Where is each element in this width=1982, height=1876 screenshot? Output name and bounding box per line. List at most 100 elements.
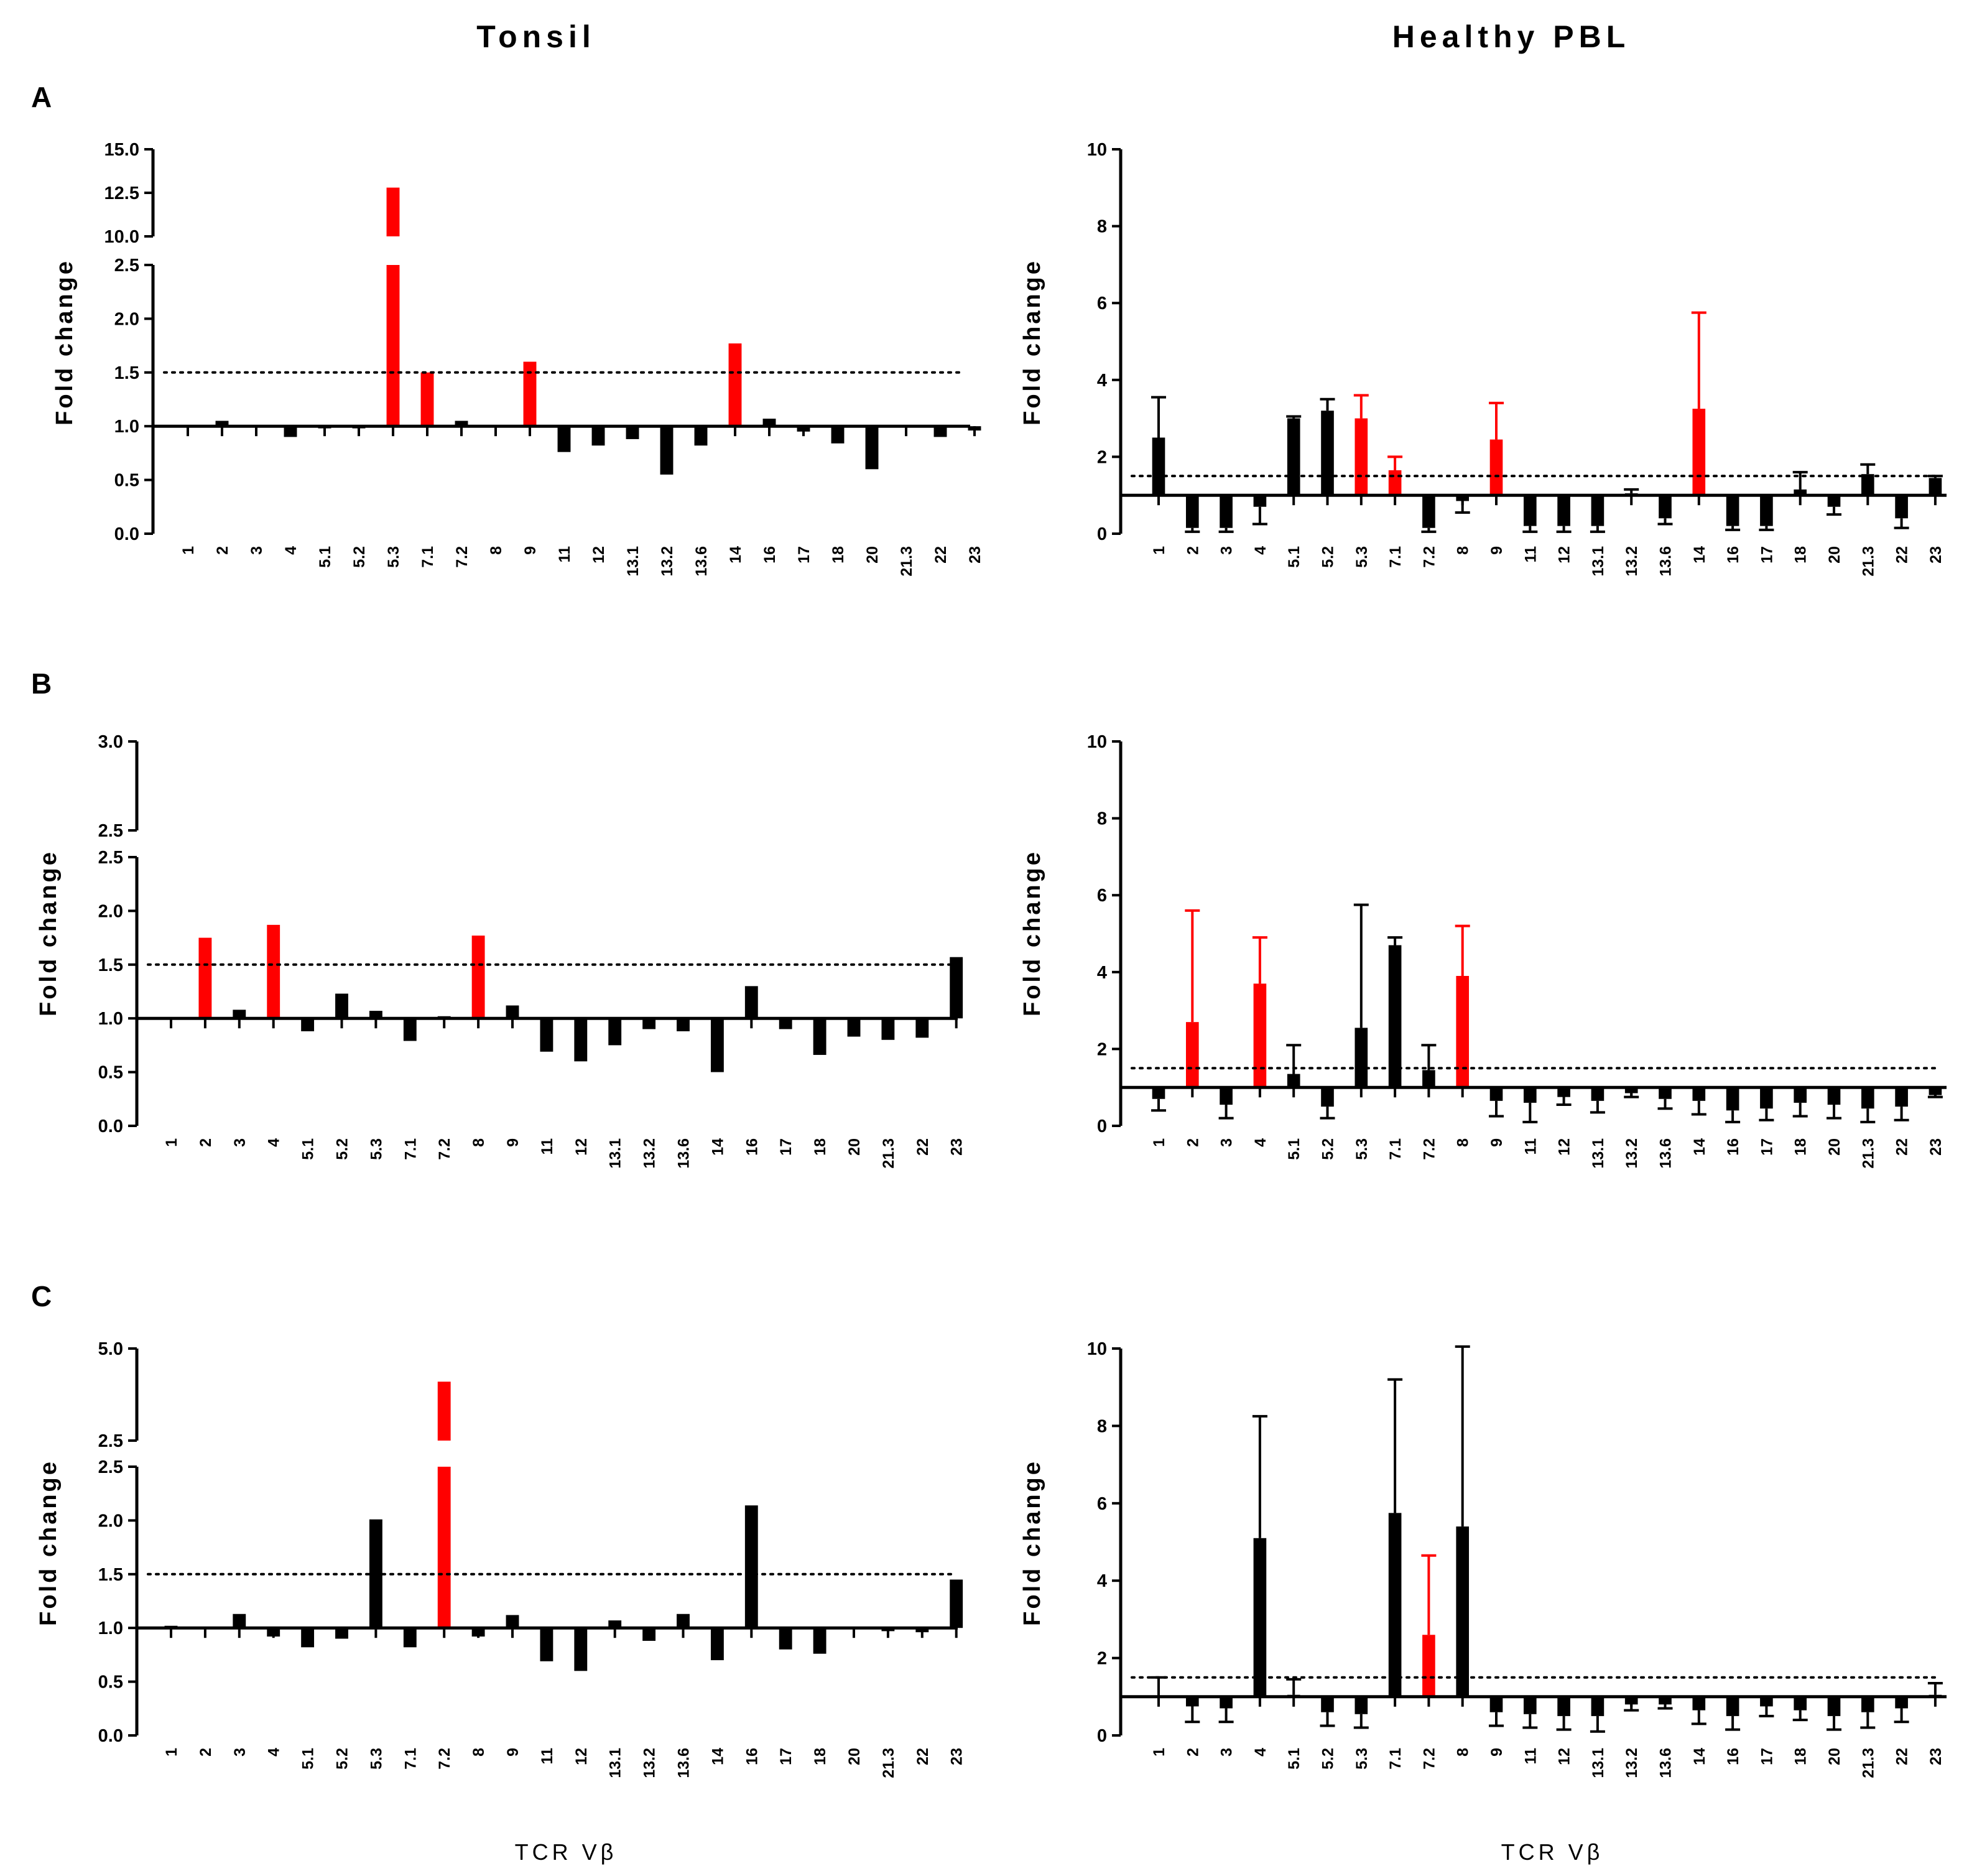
- x-tick-label: 13.1: [1590, 1138, 1607, 1169]
- x-tick-label: 1: [1151, 1138, 1168, 1147]
- x-tick-label: 7.2: [436, 1748, 453, 1770]
- bar-11: [557, 426, 571, 452]
- bar-12: [574, 1018, 588, 1062]
- x-tick-label: 1: [163, 1748, 180, 1757]
- y-axis-label: Fold change: [1019, 259, 1045, 425]
- x-tick-label: 11: [539, 1748, 556, 1765]
- y-tick-label: 1.0: [98, 1618, 123, 1638]
- x-tick-label: 22: [1894, 1138, 1911, 1156]
- bar-20: [865, 426, 879, 470]
- bar-7.2: [1422, 1070, 1435, 1088]
- x-tick-label: 2: [1184, 546, 1202, 555]
- y-tick-label: 8: [1097, 217, 1107, 237]
- chart-A-tonsil: 0.0 0.5 1.0 1.5 2.0 2.5 10.0 12.5 15.0 Fold chang…: [52, 140, 984, 577]
- bar-2: [215, 420, 229, 427]
- y-tick-label: 1.5: [114, 363, 139, 383]
- x-tick-label: 17: [1758, 1138, 1776, 1156]
- bar-7.1: [403, 1018, 417, 1041]
- x-tick-label: 4: [282, 546, 300, 555]
- bar-8: [471, 936, 485, 1019]
- bar-3: [233, 1614, 246, 1628]
- x-tick-label: 16: [1725, 546, 1742, 564]
- y-tick-label: 3.0: [98, 732, 123, 752]
- x-tick-label: 5.2: [334, 1748, 351, 1770]
- x-tick-label: 22: [914, 1748, 932, 1765]
- x-tick-label: 11: [1522, 1748, 1539, 1765]
- x-tick-label: 7.1: [402, 1748, 419, 1770]
- x-tick-label: 13.1: [607, 1138, 624, 1169]
- x-tick-label: 11: [539, 1138, 556, 1155]
- y-tick-label: 2.0: [98, 901, 123, 921]
- y-tick-label: 2.5: [98, 1457, 123, 1477]
- bar-7.1: [1388, 945, 1402, 1088]
- x-tick-label: 23: [1927, 546, 1945, 564]
- x-tick-label: 7.1: [1387, 546, 1404, 568]
- x-tick-label: 7.2: [453, 546, 471, 568]
- y-tick-label: 0: [1097, 1726, 1107, 1746]
- y-tick-label: 2.5: [98, 848, 123, 868]
- x-tick-label: 12: [1556, 546, 1573, 564]
- x-tick-label: 23: [948, 1138, 966, 1156]
- x-tick-label: 18: [812, 1748, 829, 1765]
- bar-7.2: [455, 420, 468, 427]
- x-tick-label: 23: [1927, 1748, 1945, 1765]
- bar-23: [950, 1579, 963, 1628]
- y-tick-label: 5.0: [98, 1339, 123, 1359]
- x-tick-label: 13.2: [1623, 1748, 1641, 1778]
- x-tick-label: 1: [163, 1138, 180, 1147]
- bar-9: [523, 361, 537, 427]
- y-tick-label: 15.0: [104, 140, 139, 160]
- x-tick-label: 5.1: [1285, 546, 1303, 568]
- x-tick-label: 7.2: [436, 1138, 453, 1160]
- x-tick-label: 23: [948, 1748, 966, 1765]
- y-tick-label: 10.0: [104, 227, 139, 247]
- bar-16: [1726, 495, 1739, 526]
- x-tick-label: 20: [864, 546, 881, 564]
- x-tick-label: 4: [266, 1748, 283, 1757]
- y-tick-label: 0.5: [114, 471, 139, 491]
- bar-16: [1726, 1087, 1739, 1111]
- x-tick-label: 5.2: [1320, 1138, 1337, 1160]
- y-tick-label: 2.5: [98, 1431, 123, 1451]
- panel-label-a: A: [31, 81, 52, 113]
- y-tick-label: 2: [1097, 447, 1107, 467]
- y-tick-label: 4: [1097, 1571, 1107, 1591]
- y-tick-label: 0.5: [98, 1063, 123, 1083]
- x-tick-label: 20: [846, 1138, 863, 1156]
- x-tick-label: 2: [197, 1138, 215, 1147]
- x-tick-label: 5.3: [385, 546, 402, 568]
- bar-7.1: [1388, 470, 1402, 496]
- x-tick-label: 7.1: [1387, 1748, 1404, 1770]
- x-tick-label: 8: [1455, 1748, 1472, 1757]
- panel-label-c: C: [31, 1280, 52, 1312]
- x-tick-label: 11: [1522, 546, 1539, 563]
- bar-14: [728, 343, 742, 427]
- x-tick-label: 13.6: [1657, 546, 1675, 577]
- x-tick-label: 13.6: [1657, 1138, 1675, 1169]
- x-tick-label: 9: [1488, 1138, 1506, 1147]
- x-tick-label: 18: [1792, 1138, 1810, 1156]
- x-tick-label: 21.3: [1859, 546, 1877, 577]
- bar-5.2: [1321, 411, 1334, 496]
- bar-23: [950, 957, 963, 1019]
- x-tick-label: 14: [709, 1748, 726, 1765]
- x-tick-label: 20: [1826, 1138, 1843, 1156]
- bar-17: [779, 1628, 792, 1650]
- x-tick-label: 14: [1691, 546, 1708, 564]
- bar-5.1: [1287, 1074, 1300, 1088]
- y-tick-label: 2: [1097, 1039, 1107, 1059]
- bar-11: [540, 1628, 553, 1661]
- x-tick-label: 12: [1556, 1138, 1573, 1156]
- column-title-tonsil: Tonsil: [476, 19, 596, 54]
- x-tick-label: 12: [573, 1138, 590, 1156]
- bar-8: [1456, 975, 1470, 1088]
- x-tick-label: 3: [248, 546, 266, 555]
- x-tick-label: 18: [1792, 546, 1810, 564]
- bar-5.3-upper: [386, 187, 400, 236]
- bar-13.6: [1659, 495, 1672, 519]
- x-tick-label: 22: [1894, 1748, 1911, 1765]
- x-tick-label: 16: [1725, 1748, 1742, 1765]
- x-tick-label: 13.2: [641, 1138, 659, 1169]
